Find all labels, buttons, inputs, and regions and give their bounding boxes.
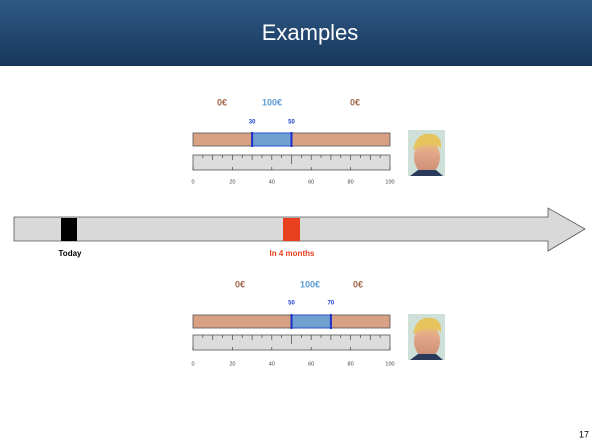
left-amount: 0€ xyxy=(217,97,227,107)
selected-range xyxy=(252,133,291,146)
ruler-tick-label: 60 xyxy=(308,179,314,185)
ruler-tick-label: 0 xyxy=(191,179,194,185)
ruler-tick-label: 60 xyxy=(308,361,314,367)
selected-range xyxy=(292,315,331,328)
right-amount: 0€ xyxy=(350,97,360,107)
left-amount: 0€ xyxy=(235,279,245,289)
page-number: 17 xyxy=(579,429,589,439)
today-marker xyxy=(61,218,77,241)
ruler-tick-label: 40 xyxy=(269,179,275,185)
range-end-label: 70 xyxy=(328,301,335,307)
ruler-tick-label: 20 xyxy=(229,179,235,185)
ruler-tick-label: 100 xyxy=(385,361,394,367)
later-marker xyxy=(283,218,300,241)
ruler-tick-label: 40 xyxy=(269,361,275,367)
ruler-tick-label: 0 xyxy=(191,361,194,367)
ruler-tick-label: 80 xyxy=(348,361,354,367)
range-start-label: 50 xyxy=(288,301,295,307)
later-label: In 4 months xyxy=(270,249,315,258)
range-start-label: 30 xyxy=(249,120,256,126)
ruler-tick-label: 80 xyxy=(348,179,354,185)
range-end-label: 50 xyxy=(288,120,295,126)
page: Examples Today In 4 months 17 0€ 100€ 0€ 30… xyxy=(0,0,592,444)
mid-amount: 100€ xyxy=(262,97,282,107)
slide: Examples Today In 4 months 17 0€ 100€ 0€ 30… xyxy=(0,0,592,444)
today-label: Today xyxy=(59,249,83,258)
ruler-tick-label: 100 xyxy=(385,179,394,185)
slide-title: Examples xyxy=(262,20,359,45)
ruler-tick-label: 20 xyxy=(229,361,235,367)
right-amount: 0€ xyxy=(353,279,363,289)
mid-amount: 100€ xyxy=(300,279,320,289)
